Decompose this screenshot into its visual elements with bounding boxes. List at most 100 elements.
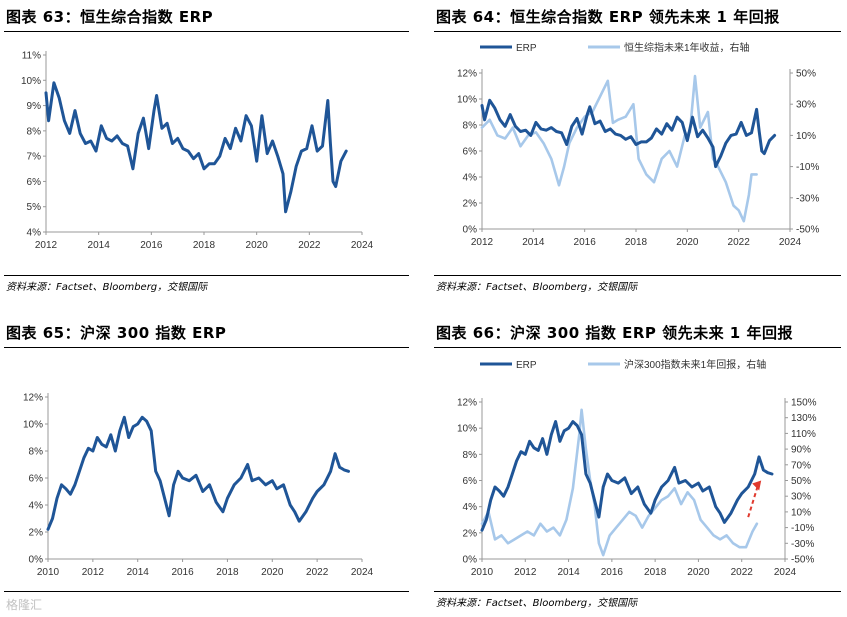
y-tick-label: 10% <box>457 95 477 106</box>
y-tick-label: 9% <box>27 101 42 112</box>
y2-tick-label: -10% <box>796 162 819 173</box>
x-tick-label: 2016 <box>140 240 163 251</box>
y2-tick-label: 30% <box>796 100 816 111</box>
chart-hsci-erp-vs-return: 0% 2% 4% 6% 8% 10% 12% -50% -30% -10% 10% 30% 50% 201… <box>457 41 819 248</box>
y-tick-label: 2% <box>463 199 478 210</box>
trend-arrow-head <box>752 480 762 491</box>
x-tick-label: 2020 <box>676 237 699 248</box>
x-tick-label: 2020 <box>261 567 284 578</box>
x-tick-label: 2016 <box>171 567 194 578</box>
x-tick-label: 2020 <box>246 240 269 251</box>
y-tick-label: 6% <box>29 474 44 485</box>
y-tick-label: 10% <box>21 76 41 87</box>
series-line-erp <box>480 98 777 169</box>
y-tick-label: 2% <box>463 528 478 539</box>
y-tick-label: 10% <box>23 420 43 431</box>
x-tick-label: 2012 <box>82 567 105 578</box>
y-tick-label: 0% <box>463 555 478 566</box>
y2-tick-label: 90% <box>791 445 811 456</box>
y-tick-label: 12% <box>23 393 43 404</box>
title-rule <box>4 347 409 348</box>
source-rule <box>4 275 409 276</box>
series-line-erp <box>44 81 348 214</box>
y-tick-label: 6% <box>463 147 478 158</box>
chart-title: 图表 63：恒生综合指数 ERP <box>6 8 214 26</box>
x-tick-label: 2024 <box>779 237 802 248</box>
chart-hsci-erp: 4% 5% 6% 7% 8% 9% 10% 11% 2012 2014 2016 2018 2020 20… <box>21 51 374 252</box>
y2-tick-label: 110% <box>791 429 816 440</box>
watermark: 格隆汇 <box>6 598 43 612</box>
x-tick-label: 2014 <box>522 237 545 248</box>
x-tick-label: 2022 <box>728 237 751 248</box>
y-tick-label: 4% <box>29 501 44 512</box>
y2-tick-label: 130% <box>791 413 817 424</box>
x-tick-label: 2016 <box>574 237 597 248</box>
y2-tick-label: 70% <box>791 460 811 471</box>
chart-title: 图表 65：沪深 300 指数 ERP <box>6 324 227 342</box>
y-tick-label: 8% <box>27 126 42 137</box>
y2-tick-label: 30% <box>791 492 811 503</box>
x-tick-label: 2024 <box>774 567 797 578</box>
y2-tick-label: -30% <box>796 193 819 204</box>
source-note: 资料来源：Factset、Bloomberg，交银国际 <box>6 282 208 293</box>
source-rule <box>4 591 409 592</box>
y-tick-label: 8% <box>463 450 478 461</box>
panel-csi300-erp: 图表 65：沪深 300 指数 ERP 0% 2% 4% 6% 8% 10% 12% 2010… <box>0 316 415 616</box>
x-tick-label: 2018 <box>625 237 648 248</box>
source-note: 资料来源：Factset、Bloomberg，交银国际 <box>436 598 638 609</box>
legend-label-erp: ERP <box>516 360 537 371</box>
chart-csi300-erp-vs-return: 0% 2% 4% 6% 8% 10% 12% -50% -30% -10% 10% 30% 50% 70%… <box>457 358 817 578</box>
x-tick-label: 2024 <box>351 567 374 578</box>
y-tick-label: 12% <box>457 69 477 80</box>
x-tick-label: 2018 <box>216 567 239 578</box>
x-tick-label: 2022 <box>306 567 329 578</box>
legend-label-erp: ERP <box>516 43 537 54</box>
chart-title: 图表 64：恒生综合指数 ERP 领先未来 1 年回报 <box>436 8 780 26</box>
title-rule <box>434 347 841 348</box>
x-tick-label: 2020 <box>687 567 710 578</box>
y-tick-label: 5% <box>27 202 42 213</box>
legend-label-return: 恒生综指未来1年收益，右轴 <box>624 41 750 54</box>
x-tick-label: 2016 <box>601 567 624 578</box>
y2-tick-label: -10% <box>791 523 814 534</box>
y-tick-label: 10% <box>457 424 477 435</box>
x-tick-label: 2022 <box>731 567 754 578</box>
y2-tick-label: -50% <box>791 555 814 566</box>
y-tick-label: 4% <box>463 502 478 513</box>
x-tick-label: 2010 <box>471 567 494 578</box>
y2-tick-label: -30% <box>791 539 814 550</box>
x-tick-label: 2010 <box>37 567 60 578</box>
y-tick-label: 7% <box>27 152 42 163</box>
chart-csi300-erp: 0% 2% 4% 6% 8% 10% 12% 2010 2012 2014 2016 2018 2020… <box>23 393 374 579</box>
x-tick-label: 2012 <box>35 240 58 251</box>
y-tick-label: 8% <box>29 447 44 458</box>
trend-arrow-shaft <box>747 484 760 518</box>
y2-tick-label: 10% <box>796 131 816 142</box>
y-tick-label: 12% <box>457 398 477 409</box>
x-tick-label: 2018 <box>644 567 667 578</box>
y-tick-label: 2% <box>29 528 44 539</box>
panel-csi300-erp-vs-return: 图表 66：沪深 300 指数 ERP 领先未来 1 年回报 0% 2% 4% 6% 8… <box>430 316 847 616</box>
y2-tick-label: 50% <box>796 69 816 80</box>
legend-label-return: 沪深300指数未来1年回报，右轴 <box>624 358 766 371</box>
source-rule <box>434 275 841 276</box>
title-rule <box>434 31 841 32</box>
series-line-return <box>480 74 758 223</box>
y-tick-label: 11% <box>22 51 41 62</box>
chart-title: 图表 66：沪深 300 指数 ERP 领先未来 1 年回报 <box>436 324 793 342</box>
y-tick-label: 8% <box>463 121 478 132</box>
x-tick-label: 2024 <box>351 240 374 251</box>
source-note: 资料来源：Factset、Bloomberg，交银国际 <box>436 282 638 293</box>
y2-tick-label: 10% <box>791 507 811 518</box>
x-tick-label: 2018 <box>193 240 216 251</box>
source-rule <box>434 591 841 592</box>
x-tick-label: 2014 <box>557 567 580 578</box>
x-tick-label: 2014 <box>88 240 111 251</box>
y-tick-label: 6% <box>27 177 42 188</box>
series-line-erp <box>480 420 774 532</box>
panel-hsci-erp: 图表 63：恒生综合指数 ERP 4% 5% 6% 7% 8% 9% 10% 11% 2012 2… <box>0 0 415 300</box>
series-line-return <box>480 408 759 557</box>
x-tick-label: 2012 <box>471 237 494 248</box>
y-tick-label: 4% <box>27 228 42 239</box>
x-tick-label: 2012 <box>514 567 537 578</box>
